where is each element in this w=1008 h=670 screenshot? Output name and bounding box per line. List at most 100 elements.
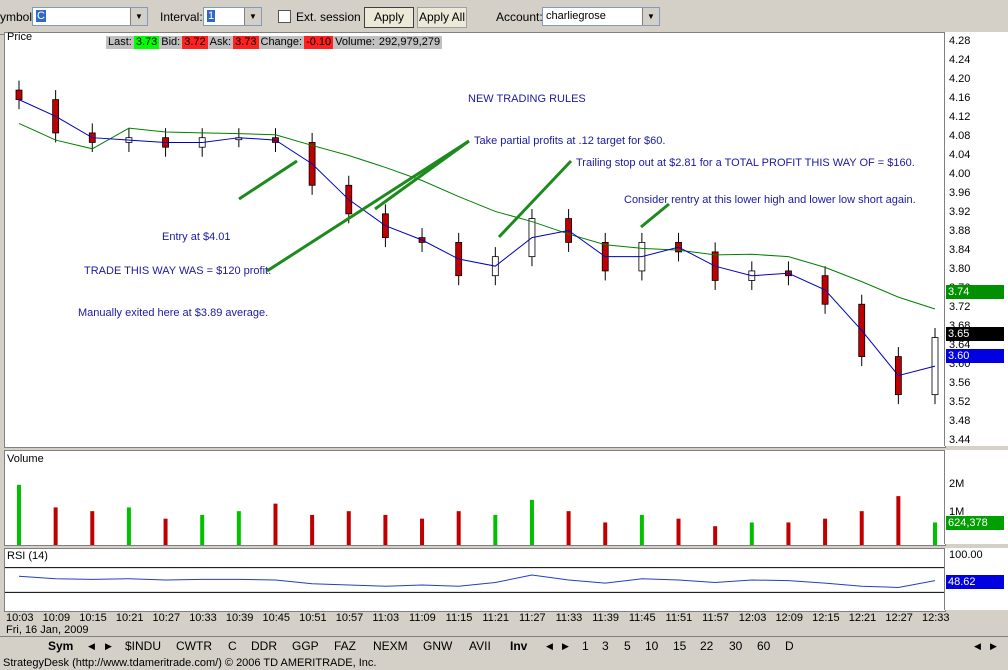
price-candle: [15, 89, 23, 101]
date-label: Fri, 16 Jan, 2009: [6, 624, 89, 636]
change-label: Change:: [260, 36, 303, 48]
tab-interval[interactable]: 5: [624, 639, 631, 653]
apply-all-button[interactable]: Apply All: [417, 7, 467, 28]
price-tick: 3.52: [949, 396, 971, 409]
tab-sym[interactable]: Sym: [48, 639, 74, 653]
tab-symbol[interactable]: GNW: [423, 639, 453, 653]
x-tick: 11:51: [665, 612, 693, 624]
x-tick: 11:27: [518, 612, 546, 624]
x-tick: 12:27: [885, 612, 913, 624]
annotation-title: NEW TRADING RULES: [468, 93, 586, 105]
price-tick: 3.96: [949, 186, 971, 199]
tab-inv[interactable]: Inv: [510, 639, 528, 653]
annotation-line: [640, 202, 670, 229]
ask-value: 3.73: [233, 36, 259, 49]
chevron-down-icon[interactable]: ▼: [244, 8, 261, 25]
account-label: Account:: [496, 10, 543, 24]
rsi-line: [18, 574, 936, 588]
price-tick: 4.04: [949, 148, 971, 161]
volume-value: 292,979,279: [378, 36, 441, 48]
tab-symbol[interactable]: GGP: [292, 639, 319, 653]
tab-bar: Sym ◀ ▶ $INDU CWTR C DDR GGP FAZ NEXM GN…: [0, 636, 1008, 657]
volume-bar: [346, 511, 351, 545]
interval-combo[interactable]: 1 ▼: [203, 7, 262, 26]
price-tick: 4.24: [949, 53, 971, 66]
tab-interval[interactable]: 1: [582, 639, 589, 653]
price-tick: 3.64: [949, 339, 971, 352]
price-tick: 4.12: [949, 110, 971, 123]
volume-bar: [383, 514, 388, 545]
interval-value: 1: [207, 10, 216, 22]
volume-title: Volume: [7, 453, 44, 465]
annotation-line: [497, 159, 573, 239]
symbol-label: ymbol:: [0, 10, 36, 24]
account-combo[interactable]: charliegrose ▼: [542, 7, 660, 26]
ext-session-label: Ext. session: [296, 10, 361, 24]
tab-interval[interactable]: 60: [757, 639, 771, 653]
price-tick: 4.20: [949, 72, 971, 85]
tab-interval[interactable]: D: [785, 639, 794, 653]
tab-symbol[interactable]: FAZ: [334, 639, 357, 653]
tab-interval[interactable]: 30: [729, 639, 743, 653]
tab-interval[interactable]: 10: [645, 639, 659, 653]
tab-interval[interactable]: 3: [602, 639, 609, 653]
x-tick: 10:27: [152, 612, 181, 624]
chevron-left-icon[interactable]: ◀: [546, 641, 553, 651]
rsi-title: RSI (14): [7, 550, 48, 562]
tab-symbol[interactable]: C: [228, 639, 237, 653]
chevron-right-icon[interactable]: ▶: [562, 641, 569, 651]
price-tick: 3.56: [949, 377, 971, 390]
chevron-left-icon[interactable]: ◀: [974, 641, 981, 651]
x-tick: 11:45: [628, 612, 656, 624]
price-panel[interactable]: [4, 32, 946, 448]
volume-bar: [786, 522, 791, 545]
volume-bar: [420, 518, 425, 545]
account-value: charliegrose: [546, 10, 606, 22]
volume-bar: [17, 484, 21, 545]
tab-interval[interactable]: 22: [700, 639, 714, 653]
volume-bar: [933, 522, 937, 545]
annotation-reentry: Consider rentry at this lower high and l…: [624, 194, 916, 206]
chevron-down-icon[interactable]: ▼: [130, 8, 147, 25]
volume-bar: [823, 518, 828, 545]
chevron-right-icon[interactable]: ▶: [105, 641, 112, 651]
tab-interval[interactable]: 15: [673, 639, 687, 653]
price-chart[interactable]: [5, 33, 945, 447]
chevron-right-icon[interactable]: ▶: [990, 641, 997, 651]
chevron-down-icon[interactable]: ▼: [642, 8, 659, 25]
rsi-tick-100: 100.00: [949, 549, 983, 561]
ext-session-checkbox[interactable]: [278, 10, 291, 23]
change-value: -0.10: [304, 36, 334, 49]
price-title: Price: [7, 31, 33, 43]
volume-bar: [456, 511, 461, 545]
volume-bar: [90, 511, 95, 545]
toolbar: ymbol: C ▼ Interval: 1 ▼ Ext. session Ap…: [0, 0, 1008, 35]
x-axis: 10:03 10:09 10:15 10:21 10:27 10:33 10:39 10:45…: [4, 611, 950, 635]
volume-tick-2m: 2M: [949, 478, 965, 490]
annotation-partial: Take partial profits at .12 target for $…: [474, 135, 666, 147]
volume-bar: [749, 522, 754, 545]
x-tick: 12:21: [848, 612, 877, 624]
volume-bar: [273, 503, 278, 545]
quote-bar: Last: 3.73 Bid: 3.72 Ask: 3.73 Change: -…: [106, 36, 443, 49]
rsi-chart[interactable]: [5, 549, 945, 611]
x-tick: 10:33: [189, 612, 217, 624]
tab-symbol[interactable]: NEXM: [373, 639, 408, 653]
chevron-left-icon[interactable]: ◀: [88, 641, 95, 651]
volume-chart[interactable]: [5, 451, 945, 545]
price-tick: 3.80: [949, 262, 971, 275]
last-value: 3.73: [133, 36, 160, 49]
tab-symbol[interactable]: AVII: [469, 639, 491, 653]
apply-button[interactable]: Apply: [364, 7, 414, 28]
x-tick: 11:33: [555, 612, 583, 624]
symbol-combo[interactable]: C ▼: [32, 7, 148, 26]
tab-symbol[interactable]: $INDU: [125, 639, 162, 653]
price-tick: 3.92: [949, 205, 971, 218]
tab-symbol[interactable]: DDR: [251, 639, 277, 653]
rsi-panel[interactable]: [4, 548, 946, 612]
volume-bar: [639, 514, 644, 545]
volume-panel[interactable]: [4, 450, 946, 546]
volume-bar: [163, 518, 168, 545]
volume-bar: [310, 514, 315, 545]
tab-symbol[interactable]: CWTR: [176, 639, 212, 653]
